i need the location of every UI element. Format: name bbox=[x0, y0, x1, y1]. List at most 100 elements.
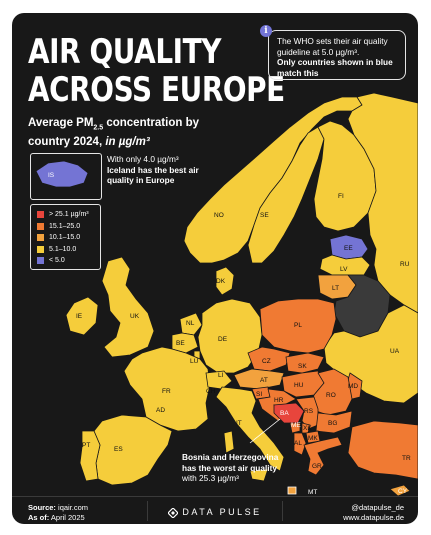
country-ireland bbox=[65, 296, 99, 336]
legend-row: > 25.1 µg/m³ bbox=[37, 209, 100, 221]
bosnia-note-bold: Bosnia and Herzegovina has the worst air… bbox=[182, 452, 279, 473]
legend-swatch bbox=[37, 222, 44, 230]
label-bg: BG bbox=[328, 420, 337, 427]
source-label: Source: bbox=[28, 503, 56, 512]
country-serbia bbox=[295, 396, 319, 430]
footer-divider-right bbox=[282, 501, 283, 521]
source-value: iqair.com bbox=[58, 503, 89, 512]
datapulse-logo-icon bbox=[168, 507, 179, 518]
label-fi: FI bbox=[338, 193, 344, 200]
label-pl: PL bbox=[294, 322, 302, 329]
label-xk: XK bbox=[303, 425, 312, 432]
country-austria bbox=[233, 368, 285, 390]
legend-label: 5.1–10.0 bbox=[49, 245, 77, 253]
label-hu: HU bbox=[294, 382, 304, 389]
label-ie: IE bbox=[76, 313, 83, 320]
country-albania bbox=[293, 432, 307, 456]
country-malta bbox=[287, 486, 297, 495]
country-italy bbox=[215, 386, 285, 472]
label-ad: AD bbox=[156, 407, 165, 414]
bosnia-note: Bosnia and Herzegovina has the worst air… bbox=[182, 452, 282, 484]
label-lv: LV bbox=[340, 266, 348, 273]
label-tr: TR bbox=[402, 455, 411, 462]
country-turkey bbox=[347, 420, 418, 480]
label-pt: PT bbox=[82, 442, 90, 449]
label-de: DE bbox=[218, 336, 228, 343]
footer-contact: @datapulse_de www.datapulse.de bbox=[343, 503, 404, 522]
subtitle-prefix: Average PM bbox=[28, 117, 94, 129]
legend-row: < 5.0 bbox=[37, 255, 100, 267]
legend-swatch bbox=[37, 245, 44, 253]
label-ru: RU bbox=[400, 261, 410, 268]
label-mt: MT bbox=[308, 489, 317, 496]
info-icon: i bbox=[260, 25, 272, 37]
country-slovakia bbox=[285, 352, 325, 374]
island-sicily bbox=[249, 468, 269, 482]
country-netherlands bbox=[179, 312, 203, 336]
label-gr: GR bbox=[312, 463, 322, 470]
page-title: AIR QUALITY ACROSS EUROPE bbox=[28, 33, 285, 109]
label-no: NO bbox=[214, 212, 224, 219]
social-handle: @datapulse_de bbox=[351, 503, 404, 512]
label-uk: UK bbox=[130, 313, 140, 320]
label-es: ES bbox=[114, 446, 123, 453]
label-se: SE bbox=[260, 212, 269, 219]
country-uk bbox=[101, 256, 155, 358]
legend-label: < 5.0 bbox=[49, 257, 65, 265]
who-info-text: The WHO sets their air quality guideline… bbox=[277, 36, 388, 57]
title-line-1: AIR QUALITY bbox=[28, 32, 222, 72]
website: www.datapulse.de bbox=[343, 512, 404, 522]
who-info-bold: Only countries shown in blue match this bbox=[277, 57, 393, 78]
country-finland bbox=[313, 120, 377, 232]
country-latvia bbox=[319, 254, 371, 276]
iceland-note-bold: Iceland has the best air quality in Euro… bbox=[107, 164, 199, 186]
legend-swatch bbox=[37, 234, 44, 242]
asof-label: As of: bbox=[28, 512, 50, 522]
brand: DATA PULSE bbox=[12, 507, 418, 518]
legend-label: 15.1–25.0 bbox=[49, 222, 81, 230]
legend-label: > 25.1 µg/m³ bbox=[49, 211, 89, 219]
iceland-note: With only 4.0 µg/m³ Iceland has the best… bbox=[107, 154, 207, 186]
label-rs: RS bbox=[304, 408, 314, 415]
country-spain bbox=[93, 414, 173, 486]
brand-name: DATA PULSE bbox=[182, 507, 262, 517]
subtitle: Average PM2.5 concentration by country 2… bbox=[28, 116, 228, 149]
label-it: IT bbox=[236, 420, 242, 427]
country-iceland bbox=[35, 160, 89, 188]
label-is: IS bbox=[48, 172, 55, 179]
island-sardinia bbox=[223, 430, 235, 454]
subtitle-unit: in µg/m³ bbox=[105, 136, 150, 149]
country-portugal bbox=[79, 430, 101, 482]
asof-value: April 2025 bbox=[50, 512, 85, 522]
legend-label: 10.1–15.0 bbox=[49, 234, 81, 242]
label-dk: DK bbox=[216, 278, 226, 285]
label-fr: FR bbox=[162, 388, 171, 395]
label-cy: CY bbox=[398, 488, 408, 495]
legend: > 25.1 µg/m³ 15.1–25.0 10.1–15.0 5.1–10.0 < … bbox=[30, 204, 101, 270]
iceland-inset-frame bbox=[30, 153, 102, 200]
label-hr: HR bbox=[274, 397, 284, 404]
who-info-box: The WHO sets their air quality guideline… bbox=[268, 30, 406, 80]
footer-source: Source: iqair.com As of: April 2025 bbox=[28, 503, 88, 522]
subtitle-mid: concentration by country 2024, bbox=[28, 117, 199, 149]
country-switzerland bbox=[205, 370, 233, 390]
label-ee: EE bbox=[344, 245, 353, 252]
country-poland bbox=[259, 298, 337, 354]
bosnia-leader-line bbox=[249, 418, 281, 444]
label-nl: NL bbox=[186, 320, 195, 327]
legend-swatch bbox=[37, 257, 44, 265]
label-sk: SK bbox=[298, 363, 307, 370]
label-cz: CZ bbox=[262, 358, 271, 365]
country-greece bbox=[303, 436, 343, 476]
legend-row: 5.1–10.0 bbox=[37, 244, 100, 256]
country-montenegro bbox=[289, 422, 301, 434]
iceland-note-text: With only 4.0 µg/m³ bbox=[107, 154, 179, 164]
footer-divider-left bbox=[147, 501, 148, 521]
title-line-2: ACROSS EUROPE bbox=[28, 70, 285, 110]
label-me: ME bbox=[291, 422, 301, 429]
label-al: AL bbox=[294, 440, 302, 447]
country-cyprus bbox=[389, 484, 411, 496]
label-ch: CH bbox=[206, 388, 216, 395]
label-ua: UA bbox=[390, 348, 400, 355]
label-ba: BA bbox=[280, 410, 289, 417]
